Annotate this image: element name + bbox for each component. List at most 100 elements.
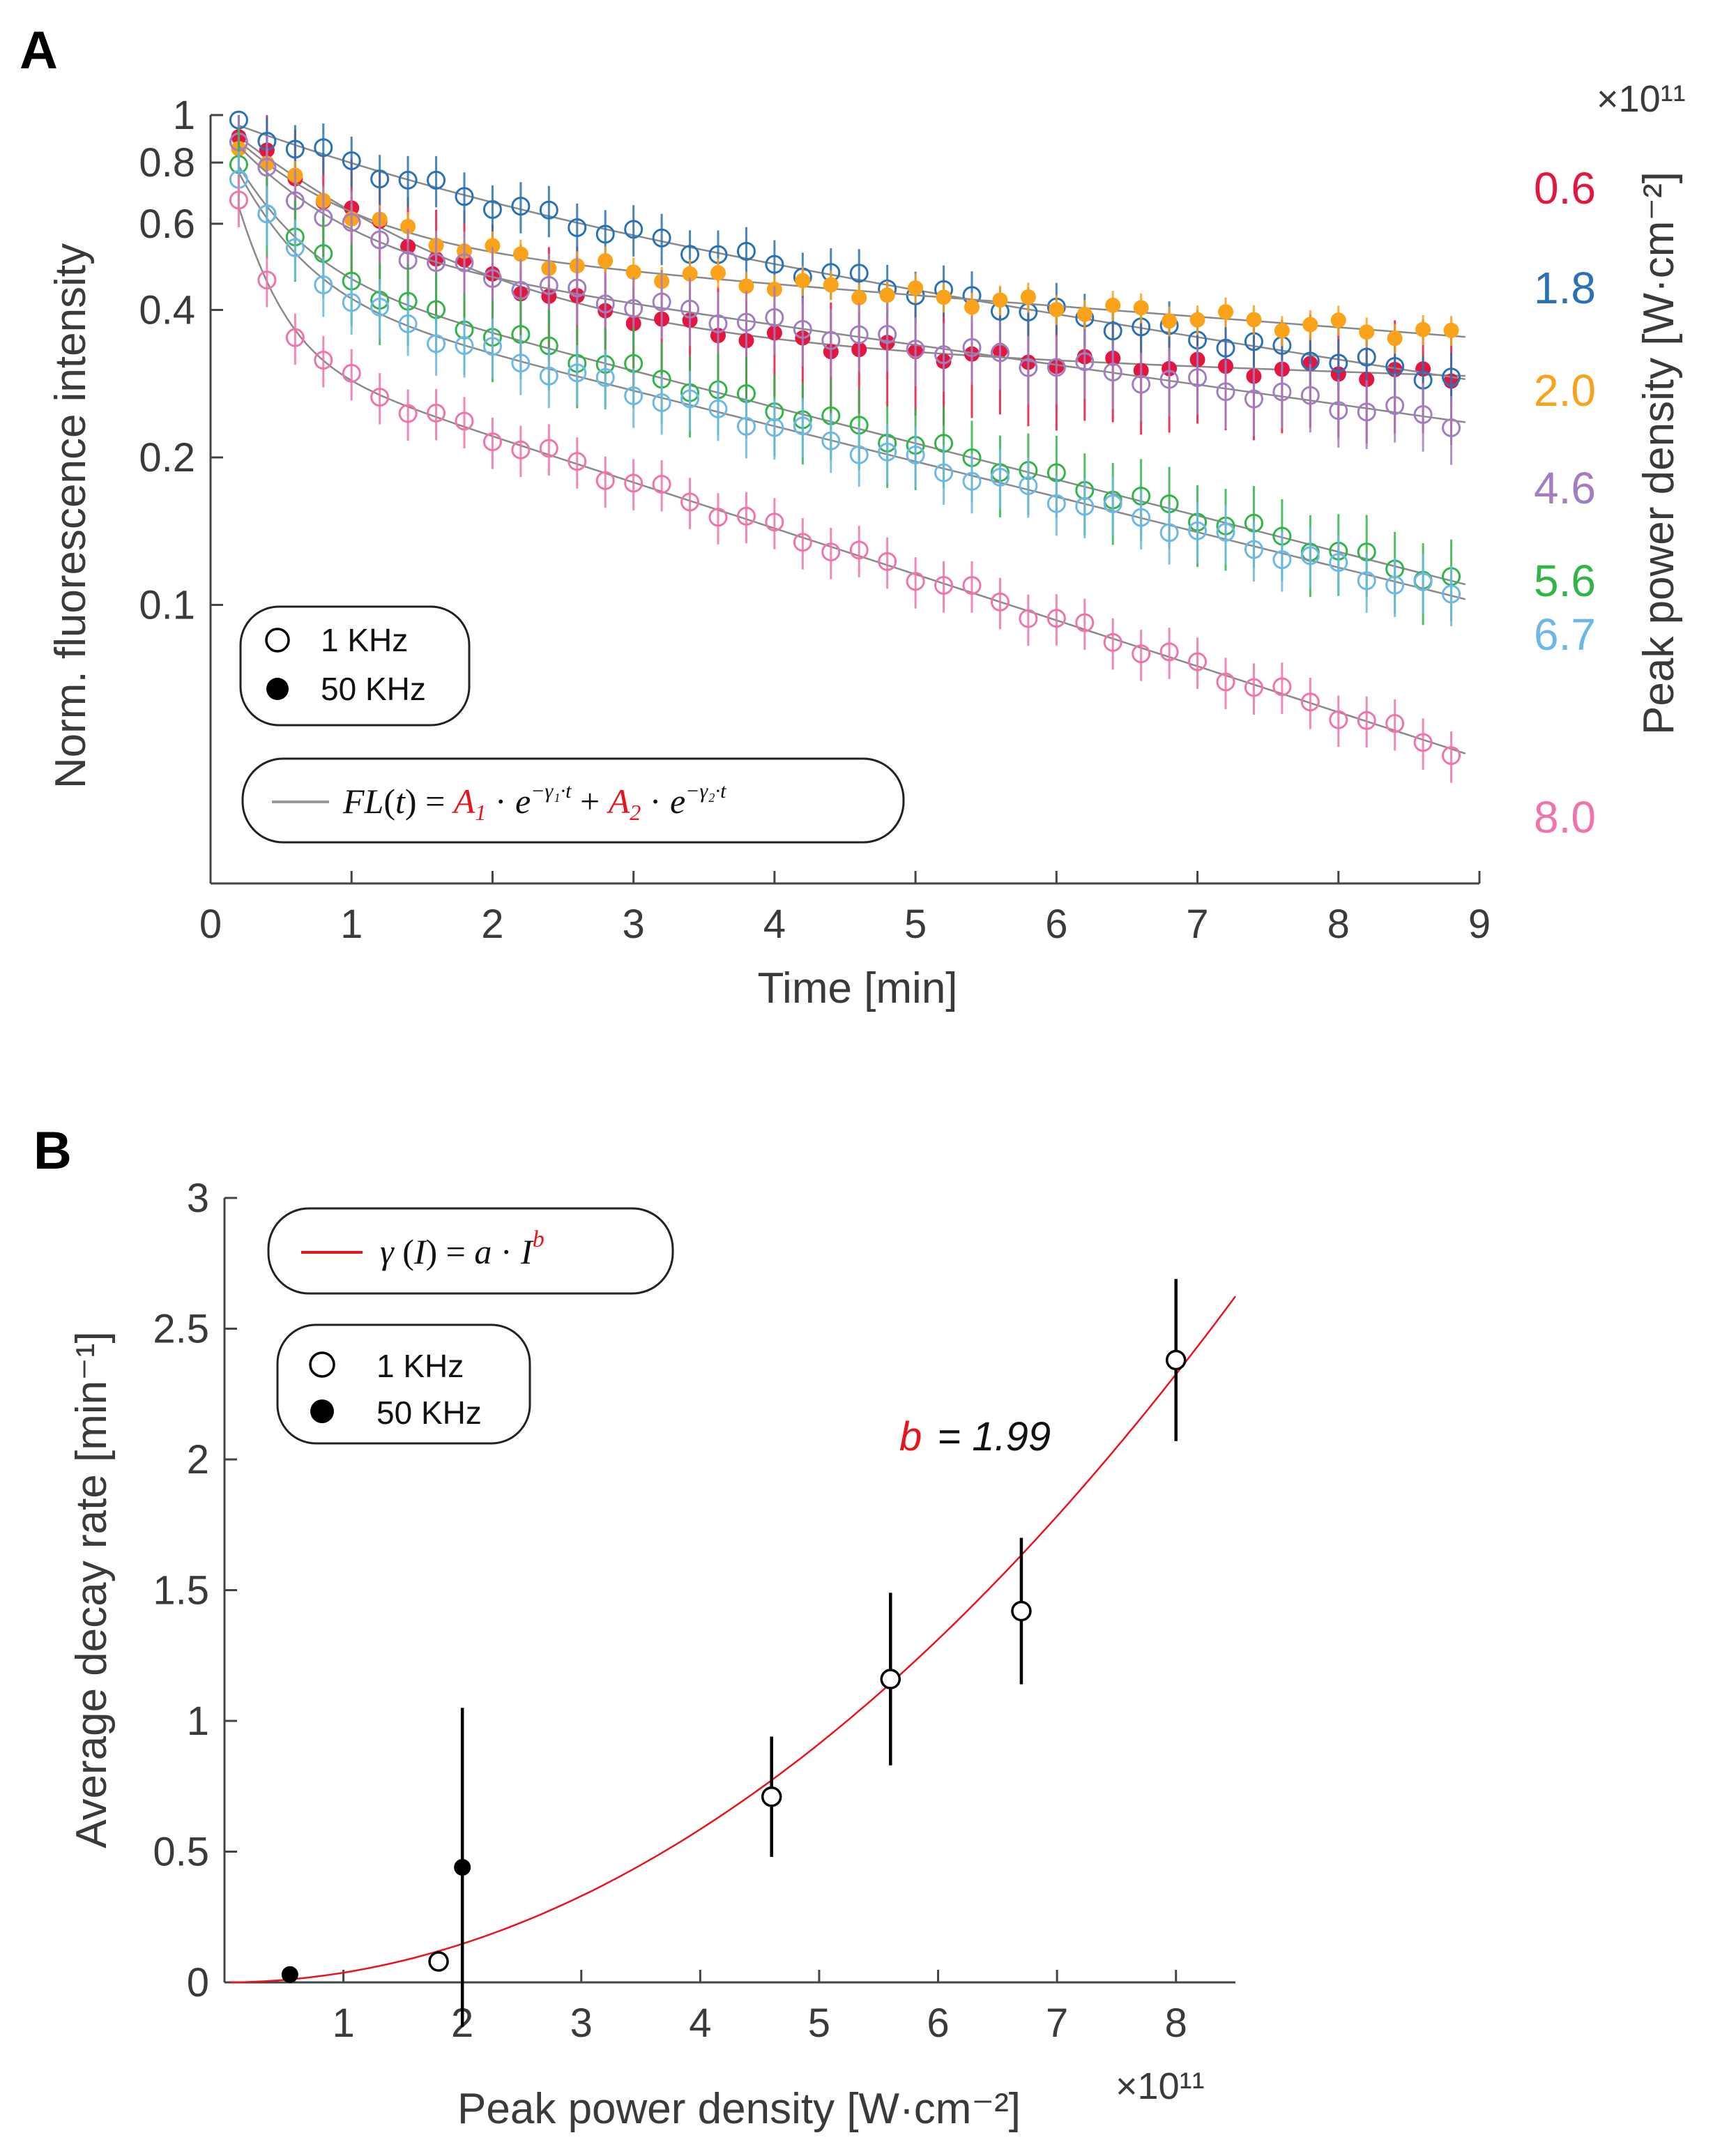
a-data-point xyxy=(595,225,615,244)
a-data-point xyxy=(427,170,446,190)
a-data-point xyxy=(1105,297,1121,313)
panel-b-letter: B xyxy=(33,1121,72,1181)
a-data-point xyxy=(511,354,531,373)
a-data-point xyxy=(821,542,841,562)
a-data-point xyxy=(1162,313,1178,329)
a-data-point xyxy=(1019,609,1038,628)
a-data-point xyxy=(1216,522,1235,542)
b-xtick-label: 8 xyxy=(1165,2001,1187,2046)
panel-a-marker-legend: 1 KHz 50 KHz xyxy=(239,605,471,727)
b-xtick-label: 1 xyxy=(332,2001,354,2046)
a-data-point xyxy=(482,268,502,288)
panel-a-fit-legend: FL(t) = A1 · e−γ₁·t + A2 · e−γ₂·t xyxy=(241,757,905,844)
a-data-point xyxy=(1300,546,1320,565)
a-data-point xyxy=(708,399,728,418)
a-data-point xyxy=(936,289,952,305)
a-data-point xyxy=(1103,321,1122,341)
a-data-point xyxy=(765,308,784,327)
a-data-point xyxy=(652,393,671,412)
a-data-point xyxy=(1274,323,1290,339)
a-data-point xyxy=(455,411,474,431)
a-data-point xyxy=(512,246,528,262)
a-data-point xyxy=(795,273,811,289)
a-data-point xyxy=(1216,338,1235,358)
legend-1khz-label-b: 1 KHz xyxy=(376,1348,464,1384)
a-data-point xyxy=(738,278,754,294)
a-data-point xyxy=(652,292,671,312)
a-data-point xyxy=(568,218,587,237)
a-data-point xyxy=(1133,300,1149,316)
a-data-point xyxy=(285,139,305,159)
a-data-point xyxy=(568,278,587,298)
panel-b-marker-legend: 1 KHz 50 KHz xyxy=(276,1323,531,1445)
a-data-point xyxy=(1413,404,1433,424)
a-data-point xyxy=(680,299,700,319)
a-data-point xyxy=(455,187,474,206)
a-data-point xyxy=(1132,508,1151,527)
a-data-point xyxy=(1159,642,1179,662)
b-ytick-label: 0 xyxy=(187,1960,209,2005)
a-data-point xyxy=(1132,374,1151,394)
a-data-point xyxy=(400,218,416,234)
a-series-6.7 xyxy=(229,151,1466,626)
legend-filled-marker xyxy=(266,678,289,700)
a-data-point xyxy=(1244,389,1263,409)
a-data-point xyxy=(849,445,869,464)
a-data-point xyxy=(962,337,982,357)
a-data-point xyxy=(539,275,558,295)
a-data-point xyxy=(1357,347,1376,367)
a-data-point xyxy=(314,138,333,158)
panel-b-multiplier: ×10¹¹ xyxy=(1116,2065,1205,2107)
b-xtick-label: 5 xyxy=(808,2001,830,2046)
a-data-point xyxy=(1218,304,1233,320)
a-series-8.0 xyxy=(229,176,1466,783)
a-data-point xyxy=(934,345,954,365)
panel-a-multiplier: ×10¹¹ xyxy=(1597,78,1686,120)
a-data-point xyxy=(370,297,390,317)
a-data-point xyxy=(849,325,869,344)
b-ytick-label: 1.5 xyxy=(153,1568,209,1614)
a-data-point xyxy=(568,452,587,471)
b-data-point xyxy=(428,1951,449,1972)
a-data-point xyxy=(1049,301,1065,317)
a-xtick-label: 8 xyxy=(1327,902,1350,947)
a-data-point xyxy=(1329,553,1348,572)
a-data-point xyxy=(455,336,474,356)
a-data-point xyxy=(1443,322,1459,338)
b-ytick-label: 1 xyxy=(187,1699,209,1744)
a-data-point xyxy=(1103,363,1122,382)
a-data-point xyxy=(1244,678,1263,697)
a-data-point xyxy=(1385,396,1405,416)
a-data-point xyxy=(1216,382,1235,402)
a-data-point xyxy=(1329,354,1348,373)
a-power-label-8.0: 8.0 xyxy=(1534,792,1596,842)
a-data-point xyxy=(1413,572,1433,591)
b-data-point xyxy=(281,1966,298,1983)
a-data-point xyxy=(1046,609,1066,628)
a-fit-line xyxy=(238,165,1466,586)
a-data-point xyxy=(1357,402,1376,422)
a-data-point xyxy=(1329,710,1348,729)
a-data-point xyxy=(1330,312,1346,328)
b-ytick-label: 2.5 xyxy=(153,1307,209,1352)
a-data-point xyxy=(1387,331,1403,347)
a-ytick-label: 1 xyxy=(173,93,195,138)
a-data-point xyxy=(1329,401,1348,420)
a-xtick-label: 2 xyxy=(481,902,503,947)
a-data-point xyxy=(1103,632,1122,652)
a-data-point xyxy=(1442,584,1461,604)
a-data-point xyxy=(878,552,897,571)
a-data-point xyxy=(682,266,698,282)
a-data-point xyxy=(990,592,1010,612)
a-power-label-4.6: 4.6 xyxy=(1534,463,1596,513)
b-xtick-label: 6 xyxy=(927,2001,949,2046)
a-data-point xyxy=(427,334,446,354)
a-data-point xyxy=(1357,711,1376,730)
a-data-point xyxy=(934,575,954,595)
a-data-point xyxy=(1075,352,1095,372)
b-xtick-label: 3 xyxy=(570,2001,593,2046)
b-data-point xyxy=(1011,1600,1032,1622)
a-data-point xyxy=(229,190,248,210)
